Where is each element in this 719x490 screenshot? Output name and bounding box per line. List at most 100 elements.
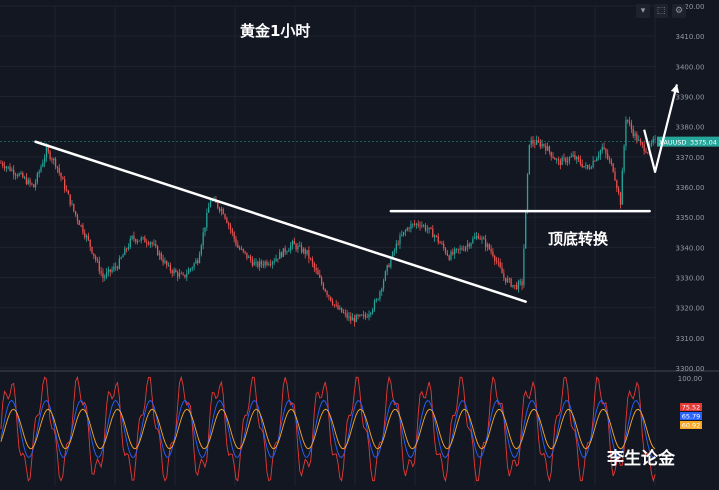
candle-body [618, 188, 620, 193]
candle-body [129, 238, 131, 248]
candle-body [229, 225, 232, 230]
candle-body [178, 273, 181, 277]
candle-body [390, 258, 392, 268]
candle-body [457, 248, 459, 250]
candle-body [204, 227, 206, 233]
candle-body [523, 248, 525, 286]
candle-body [259, 261, 261, 267]
candle-body [111, 269, 113, 272]
candle-body [218, 207, 221, 211]
candle-body [84, 232, 86, 238]
candle-body [319, 274, 321, 278]
candle-body [124, 248, 126, 256]
y-tick-label: 3380.00 [676, 124, 705, 132]
candle-body [643, 144, 645, 152]
candle-body [455, 248, 458, 250]
candle-body [592, 160, 594, 168]
candle-body [33, 184, 35, 188]
candle-body [417, 223, 419, 226]
candle-body [226, 218, 228, 223]
candle-body [291, 241, 294, 246]
candle-body [34, 182, 37, 188]
candle-body [636, 133, 638, 141]
candle-body [173, 270, 175, 274]
candle-body [202, 232, 204, 246]
candle-body [310, 258, 312, 260]
candle-body [233, 232, 235, 239]
candle-body [146, 242, 148, 244]
osc-value-label: 75.52 [682, 404, 701, 412]
candle-body [304, 248, 306, 255]
candle-body [413, 223, 416, 225]
candle-body [42, 163, 44, 167]
candle-body [266, 261, 268, 265]
arrow-head [670, 84, 680, 94]
candle-body [525, 210, 527, 249]
candle-body [51, 159, 53, 161]
candle-body [240, 248, 243, 250]
candle-body [65, 189, 68, 191]
candle-body [224, 214, 226, 219]
candle-body [466, 244, 469, 247]
candle-body [346, 313, 348, 318]
annotation-text: 顶底转换 [548, 230, 609, 248]
candle-body [475, 235, 478, 238]
candle-body [559, 160, 561, 165]
candle-body [519, 281, 521, 283]
candle-body [107, 269, 110, 273]
candle-body [554, 157, 556, 160]
candle-body [490, 249, 492, 252]
candle-body [632, 129, 634, 137]
candle-body [382, 280, 385, 289]
candle-body [435, 235, 438, 237]
candle-body [464, 246, 467, 251]
y-tick-label: 3410.00 [676, 33, 705, 41]
candle-body [566, 160, 569, 163]
candle-body [539, 141, 541, 147]
candle-body [492, 251, 494, 256]
candle-body [512, 284, 514, 287]
osc-value-label: 60.92 [682, 422, 701, 430]
candle-body [140, 238, 142, 241]
candle-body [397, 243, 399, 245]
candle-body [255, 262, 257, 263]
chevron-down-icon[interactable]: ▾ [636, 4, 650, 18]
candle-body [279, 252, 281, 260]
candle-body [198, 254, 201, 264]
candle-body [11, 169, 13, 171]
candle-body [587, 165, 589, 169]
candle-body [78, 220, 80, 226]
candle-body [264, 261, 266, 266]
candle-body [621, 170, 623, 205]
candle-body [588, 168, 591, 170]
candle-body [120, 257, 122, 259]
candle-body [104, 276, 106, 278]
candle-body [361, 314, 363, 316]
candle-body [505, 277, 507, 283]
candle-body [366, 316, 368, 318]
candle-body [654, 138, 656, 140]
candle-body [302, 248, 305, 253]
candle-body [118, 258, 120, 269]
candle-body [248, 256, 250, 258]
candle-body [82, 225, 84, 233]
candle-body [191, 267, 193, 269]
candle-body [639, 139, 642, 143]
candle-body [333, 304, 336, 306]
candle-body [536, 140, 538, 145]
candle-body [459, 248, 461, 250]
gear-icon[interactable]: ⚙ [672, 4, 686, 18]
candle-body [5, 167, 8, 169]
candle-body [16, 175, 18, 177]
candle-body [517, 281, 520, 290]
osc-value-badge [680, 412, 702, 420]
candle-body [339, 307, 341, 310]
trend-line [34, 140, 527, 303]
maximize-icon[interactable]: ⬚ [654, 4, 668, 18]
candle-body [415, 223, 418, 225]
candle-body [31, 183, 33, 185]
candle-body [353, 317, 356, 322]
y-tick-label: 3330.00 [676, 275, 705, 283]
candle-body [96, 259, 99, 261]
